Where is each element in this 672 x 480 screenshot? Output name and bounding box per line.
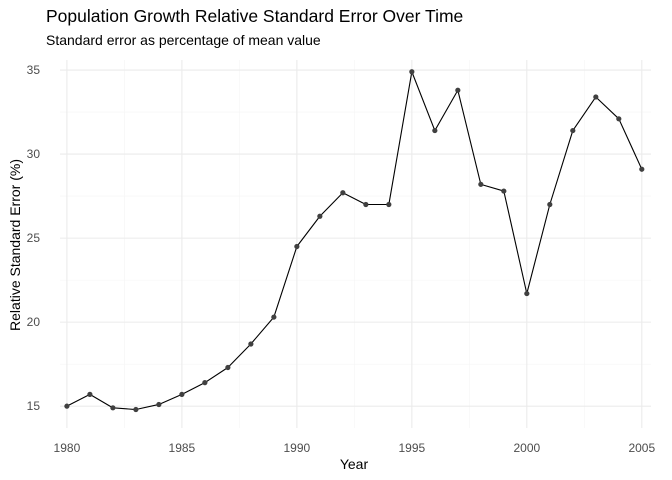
data-point <box>478 181 484 187</box>
major-gridlines <box>60 60 651 428</box>
data-point <box>225 364 231 371</box>
data-point <box>570 127 576 134</box>
minor-gridlines <box>60 60 651 428</box>
y-axis-tick-labels: 15 20 25 30 35 <box>27 63 41 413</box>
series-line-group <box>66 71 643 411</box>
series-line <box>66 71 643 411</box>
data-point <box>271 314 277 320</box>
x-tick-label: 1990 <box>284 441 311 455</box>
x-tick-label: 1995 <box>398 441 425 455</box>
data-point <box>432 127 438 134</box>
data-point <box>110 405 116 411</box>
data-point <box>317 213 323 219</box>
data-point <box>455 87 461 93</box>
y-tick-label: 20 <box>27 315 41 329</box>
x-axis-title: Year <box>340 456 369 472</box>
y-tick-label: 25 <box>27 231 41 245</box>
chart-subtitle: Standard error as percentage of mean val… <box>46 32 321 48</box>
data-point <box>179 391 185 397</box>
data-point <box>340 190 346 196</box>
x-tick-label: 2000 <box>513 441 540 455</box>
data-point <box>547 201 553 208</box>
data-points <box>64 69 645 413</box>
data-point <box>593 94 599 100</box>
data-point <box>156 401 162 408</box>
data-point <box>87 391 93 397</box>
x-tick-label: 2005 <box>628 441 655 455</box>
y-axis-title: Relative Standard Error (%) <box>7 159 23 331</box>
y-tick-label: 30 <box>27 147 41 161</box>
data-point <box>248 341 254 347</box>
chart-title: Population Growth Relative Standard Erro… <box>46 6 464 26</box>
data-point <box>64 403 70 409</box>
x-tick-label: 1980 <box>54 441 81 455</box>
data-point <box>501 188 507 194</box>
data-point <box>363 201 369 208</box>
data-point <box>524 290 530 297</box>
y-tick-label: 35 <box>27 63 41 77</box>
data-point <box>639 166 645 172</box>
data-point <box>133 406 139 413</box>
x-tick-label: 1985 <box>169 441 196 455</box>
data-point <box>202 380 208 386</box>
y-tick-label: 15 <box>27 399 41 413</box>
data-point <box>409 69 415 75</box>
data-point <box>616 116 622 122</box>
data-point <box>386 201 392 208</box>
x-axis-tick-labels: 1980 1985 1990 1995 2000 2005 <box>54 441 656 455</box>
data-point <box>294 243 300 250</box>
